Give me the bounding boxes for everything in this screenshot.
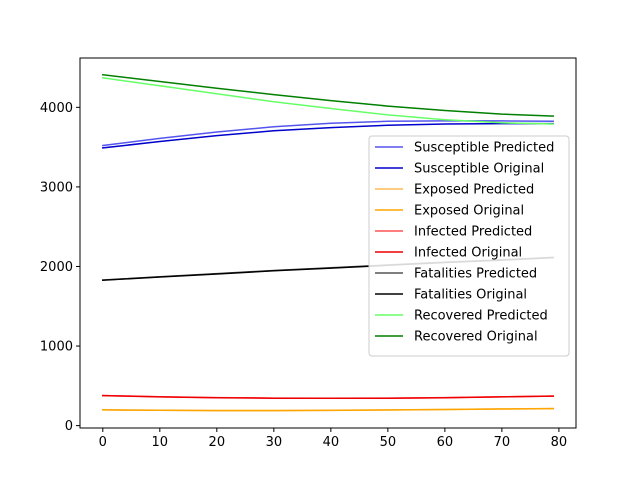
series-line-infected-original <box>102 394 554 400</box>
legend-label: Recovered Predicted <box>414 309 548 324</box>
x-tick-label: 20 <box>209 435 226 450</box>
x-axis: 0 10 20 30 40 50 60 70 80 <box>99 428 568 450</box>
legend-box <box>368 135 570 357</box>
y-tick-label: 2000 <box>40 260 73 275</box>
legend-label: Recovered Original <box>414 330 538 345</box>
x-tick-label: 10 <box>152 435 169 450</box>
series-line-exposed-original <box>102 407 554 412</box>
series-line-recovered-predicted <box>101 77 554 125</box>
x-tick-label: 0 <box>99 435 107 450</box>
x-tick-label: 70 <box>494 435 511 450</box>
y-tick-label: 1000 <box>40 340 73 355</box>
x-tick-label: 30 <box>266 435 283 450</box>
plot-frame <box>79 57 577 429</box>
y-axis: 0 1000 2000 3000 4000 <box>40 101 80 434</box>
legend-label: Susceptible Predicted <box>414 141 554 156</box>
y-tick-label: 0 <box>65 419 73 434</box>
legend-label: Susceptible Original <box>414 162 544 177</box>
legend-label: Fatalities Original <box>414 288 527 303</box>
legend-label: Infected Original <box>414 246 522 261</box>
y-tick-label: 3000 <box>40 180 73 195</box>
series-line-susceptible-predicted <box>101 120 554 147</box>
x-tick-label: 40 <box>323 435 340 450</box>
x-tick-label: 50 <box>380 435 397 450</box>
y-tick-label: 4000 <box>40 101 73 116</box>
x-tick-label: 80 <box>551 435 568 450</box>
legend-label: Fatalities Predicted <box>414 267 537 282</box>
series-line-susceptible-original <box>101 122 554 149</box>
legend-label: Exposed Predicted <box>414 183 534 198</box>
legend-label: Infected Predicted <box>414 225 532 240</box>
x-tick-label: 60 <box>437 435 454 450</box>
series-line-recovered-original <box>101 73 554 117</box>
legend: Susceptible Predicted Susceptible Origina… <box>368 135 570 357</box>
legend-label: Exposed Original <box>414 204 524 219</box>
